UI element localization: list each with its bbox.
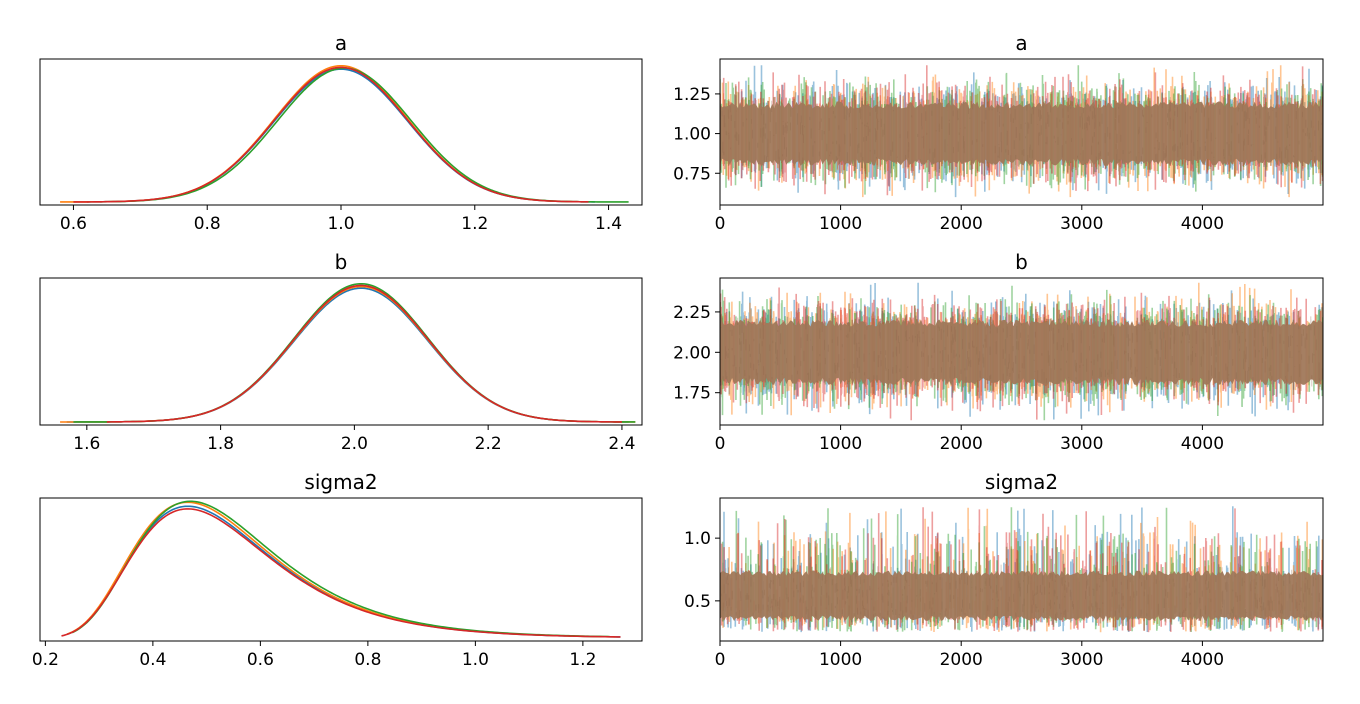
subplot-title: a <box>335 31 347 55</box>
x-tick-label: 1.0 <box>462 650 489 670</box>
x-tick-label: 1000 <box>819 434 862 454</box>
y-tick-label: 1.00 <box>673 125 711 145</box>
axes-frame <box>719 58 1324 206</box>
density-line-chain-4 <box>106 284 622 423</box>
x-tick-label: 1.2 <box>461 214 488 234</box>
x-tick-label: 2.2 <box>475 434 502 454</box>
density-line-chain-2 <box>60 285 636 423</box>
subplot-title: sigma2 <box>985 470 1058 494</box>
y-tick-label: 1.75 <box>673 384 711 404</box>
subplot-1: a 0 1000 2000 3000 4000 0.75 1.00 1.25 <box>673 31 1324 234</box>
subplot-title: b <box>1015 250 1028 274</box>
x-tick-label: 0.2 <box>32 650 59 670</box>
subplot-3: b 0 1000 2000 3000 4000 1.75 2.00 2.25 <box>673 250 1324 454</box>
trace-band <box>720 101 1323 166</box>
axes-frame <box>39 497 643 642</box>
x-tick-label: 2000 <box>940 214 983 234</box>
trace-band-texture <box>720 312 1323 393</box>
x-tick-label: 0 <box>715 434 726 454</box>
x-tick-label: 1000 <box>819 214 862 234</box>
x-tick-label: 0.6 <box>60 214 87 234</box>
x-tick-label: 4000 <box>1181 650 1224 670</box>
x-tick-label: 2000 <box>940 434 983 454</box>
density-line-chain-4 <box>73 66 589 203</box>
x-tick-label: 2000 <box>940 650 983 670</box>
x-tick-label: 1.6 <box>73 434 100 454</box>
density-line-chain-3 <box>73 282 636 423</box>
trace-band <box>720 570 1323 622</box>
y-tick-label: 1.25 <box>673 85 711 105</box>
trace-band <box>720 319 1323 385</box>
subplot-title: a <box>1015 31 1027 55</box>
density-line-chain-2 <box>66 501 616 638</box>
subplot-title: sigma2 <box>304 470 377 494</box>
density-line-chain-1 <box>86 68 596 203</box>
x-tick-label: 0 <box>715 214 726 234</box>
density-line-chain-4 <box>61 508 621 638</box>
x-tick-label: 1.4 <box>595 214 622 234</box>
axes-frame <box>39 58 643 206</box>
x-tick-label: 0 <box>715 650 726 670</box>
trace-band-texture <box>721 95 1322 174</box>
x-tick-label: 1.0 <box>327 214 354 234</box>
x-tick-label: 2.4 <box>608 434 635 454</box>
y-tick-label: 2.00 <box>673 343 711 363</box>
x-tick-label: 3000 <box>1060 434 1103 454</box>
subplot-0: a 0.6 0.8 1.0 1.2 1.4 <box>39 31 643 234</box>
trace-band-texture <box>720 564 1323 628</box>
density-line-chain-1 <box>66 287 629 423</box>
x-tick-label: 4000 <box>1181 214 1224 234</box>
subplot-4: sigma2 0.2 0.4 0.6 0.8 1.0 1.2 <box>32 470 643 670</box>
x-tick-label: 0.8 <box>354 650 381 670</box>
density-line-chain-3 <box>100 67 629 203</box>
y-tick-label: 0.75 <box>673 164 711 184</box>
subplot-5: sigma2 0 1000 2000 3000 4000 0.5 1.0 <box>684 470 1324 670</box>
y-tick-label: 1.0 <box>684 529 711 549</box>
x-tick-label: 0.8 <box>194 214 221 234</box>
axes-frame <box>719 497 1324 642</box>
x-tick-label: 1.2 <box>569 650 596 670</box>
x-tick-label: 1000 <box>819 650 862 670</box>
axes-frame <box>719 277 1324 426</box>
y-tick-label: 2.25 <box>673 303 711 323</box>
x-tick-label: 3000 <box>1060 650 1103 670</box>
x-tick-label: 2.0 <box>341 434 368 454</box>
x-tick-label: 0.6 <box>247 650 274 670</box>
density-line-chain-2 <box>60 64 582 203</box>
x-tick-label: 3000 <box>1060 214 1103 234</box>
subplot-2: b 1.6 1.8 2.0 2.2 2.4 <box>39 250 643 454</box>
y-tick-label: 0.5 <box>684 592 711 612</box>
x-tick-label: 0.4 <box>139 650 166 670</box>
x-tick-label: 4000 <box>1181 434 1224 454</box>
subplot-title: b <box>335 250 348 274</box>
x-tick-label: 1.8 <box>207 434 234 454</box>
axes-frame <box>39 277 643 426</box>
